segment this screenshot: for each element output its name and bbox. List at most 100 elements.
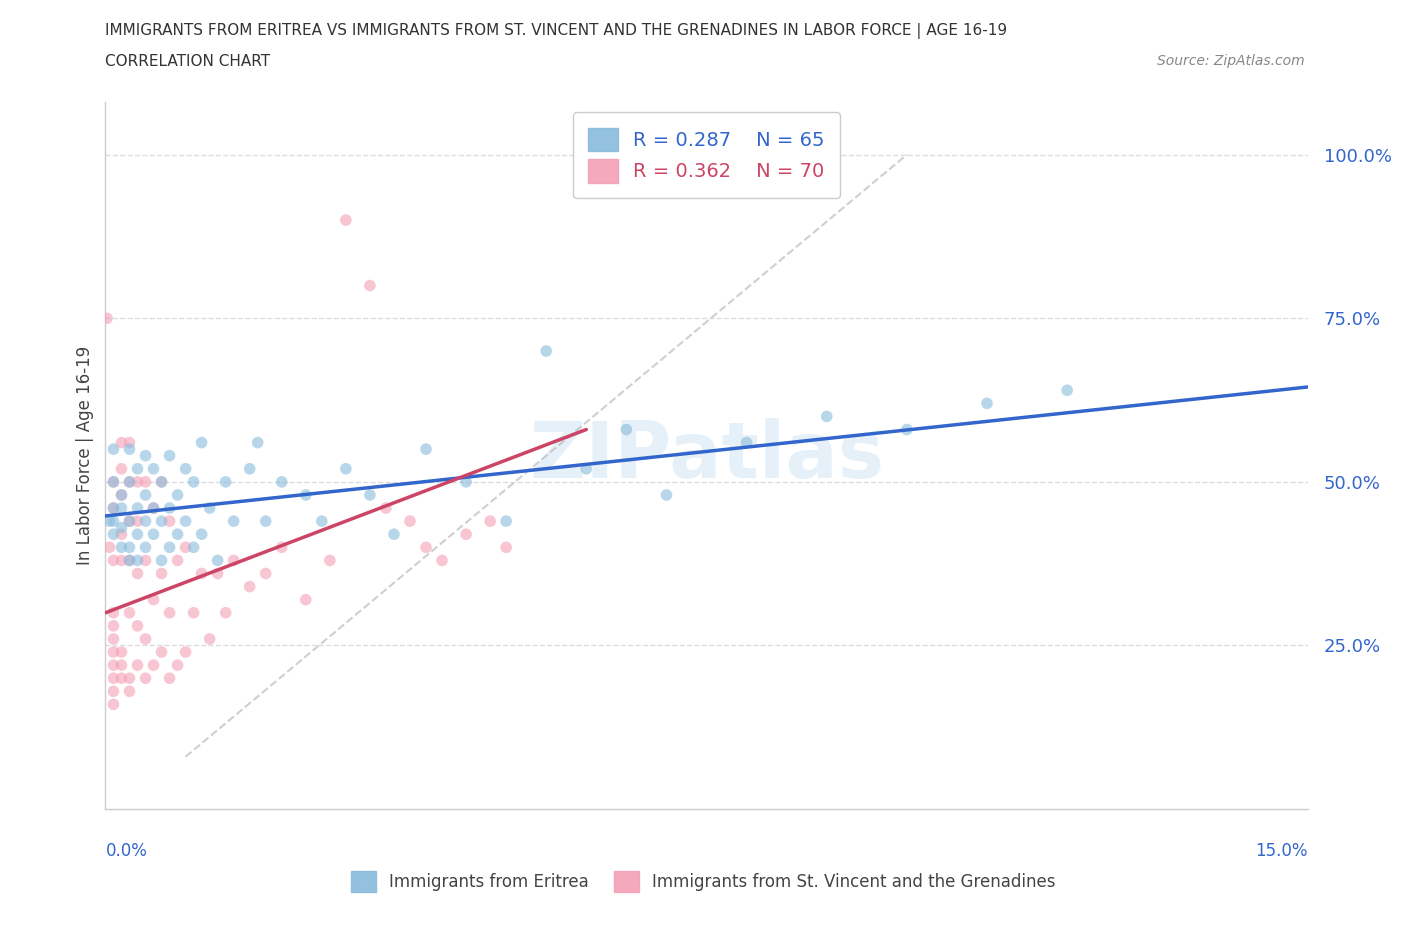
Point [118, 553, 141, 568]
Point [110, 487, 132, 502]
Point [479, 513, 502, 528]
Point [815, 409, 838, 424]
Point [575, 461, 598, 476]
Point [127, 618, 149, 633]
Point [110, 540, 132, 555]
Point [335, 213, 357, 228]
Point [655, 487, 678, 502]
Point [103, 500, 125, 515]
Point [103, 618, 125, 633]
Point [174, 644, 197, 659]
Point [254, 566, 277, 581]
Point [127, 553, 149, 568]
Point [127, 500, 149, 515]
Point [319, 553, 342, 568]
Point [103, 526, 125, 541]
Point [127, 526, 149, 541]
Point [174, 461, 197, 476]
Point [150, 474, 173, 489]
Point [174, 513, 197, 528]
Point [118, 442, 141, 457]
Point [103, 474, 125, 489]
Text: 0.0%: 0.0% [105, 842, 148, 859]
Point [896, 422, 918, 437]
Point [159, 605, 181, 620]
Point [98, 513, 121, 528]
Point [222, 513, 245, 528]
Point [183, 605, 205, 620]
Point [110, 461, 132, 476]
Point [135, 513, 157, 528]
Point [110, 553, 132, 568]
Point [110, 658, 132, 672]
Point [159, 671, 181, 685]
Point [159, 513, 181, 528]
Point [103, 644, 125, 659]
Point [110, 435, 132, 450]
Point [495, 513, 517, 528]
Point [118, 540, 141, 555]
Point [183, 540, 205, 555]
Point [159, 448, 181, 463]
Point [127, 513, 149, 528]
Y-axis label: In Labor Force | Age 16-19: In Labor Force | Age 16-19 [76, 346, 94, 565]
Point [135, 631, 157, 646]
Point [103, 553, 125, 568]
Point [118, 605, 141, 620]
Point [454, 474, 477, 489]
Point [1056, 383, 1078, 398]
Point [214, 474, 236, 489]
Point [118, 513, 141, 528]
Point [118, 671, 141, 685]
Point [118, 474, 141, 489]
Legend: Immigrants from Eritrea, Immigrants from St. Vincent and the Grenadines: Immigrants from Eritrea, Immigrants from… [344, 865, 1062, 898]
Text: Source: ZipAtlas.com: Source: ZipAtlas.com [1157, 54, 1305, 68]
Text: CORRELATION CHART: CORRELATION CHART [105, 54, 270, 69]
Point [207, 566, 229, 581]
Point [190, 566, 212, 581]
Point [495, 540, 517, 555]
Point [110, 520, 132, 535]
Point [135, 553, 157, 568]
Point [142, 461, 165, 476]
Point [616, 422, 638, 437]
Point [135, 671, 157, 685]
Point [359, 487, 381, 502]
Point [135, 487, 157, 502]
Point [430, 553, 453, 568]
Point [118, 513, 141, 528]
Point [359, 278, 381, 293]
Text: 15.0%: 15.0% [1256, 842, 1308, 859]
Point [254, 513, 277, 528]
Point [382, 526, 405, 541]
Point [239, 461, 262, 476]
Point [118, 553, 141, 568]
Point [103, 658, 125, 672]
Point [135, 540, 157, 555]
Point [222, 553, 245, 568]
Point [183, 474, 205, 489]
Text: IMMIGRANTS FROM ERITREA VS IMMIGRANTS FROM ST. VINCENT AND THE GRENADINES IN LAB: IMMIGRANTS FROM ERITREA VS IMMIGRANTS FR… [105, 23, 1008, 39]
Point [135, 448, 157, 463]
Point [103, 605, 125, 620]
Point [110, 500, 132, 515]
Point [270, 474, 292, 489]
Point [142, 658, 165, 672]
Point [295, 487, 318, 502]
Point [110, 487, 132, 502]
Point [127, 461, 149, 476]
Point [534, 343, 557, 358]
Point [270, 540, 292, 555]
Point [976, 396, 998, 411]
Point [454, 526, 477, 541]
Point [735, 435, 758, 450]
Point [103, 684, 125, 698]
Point [150, 513, 173, 528]
Point [150, 553, 173, 568]
Point [198, 500, 221, 515]
Point [207, 553, 229, 568]
Point [190, 435, 212, 450]
Point [110, 526, 132, 541]
Point [295, 592, 318, 607]
Point [166, 487, 188, 502]
